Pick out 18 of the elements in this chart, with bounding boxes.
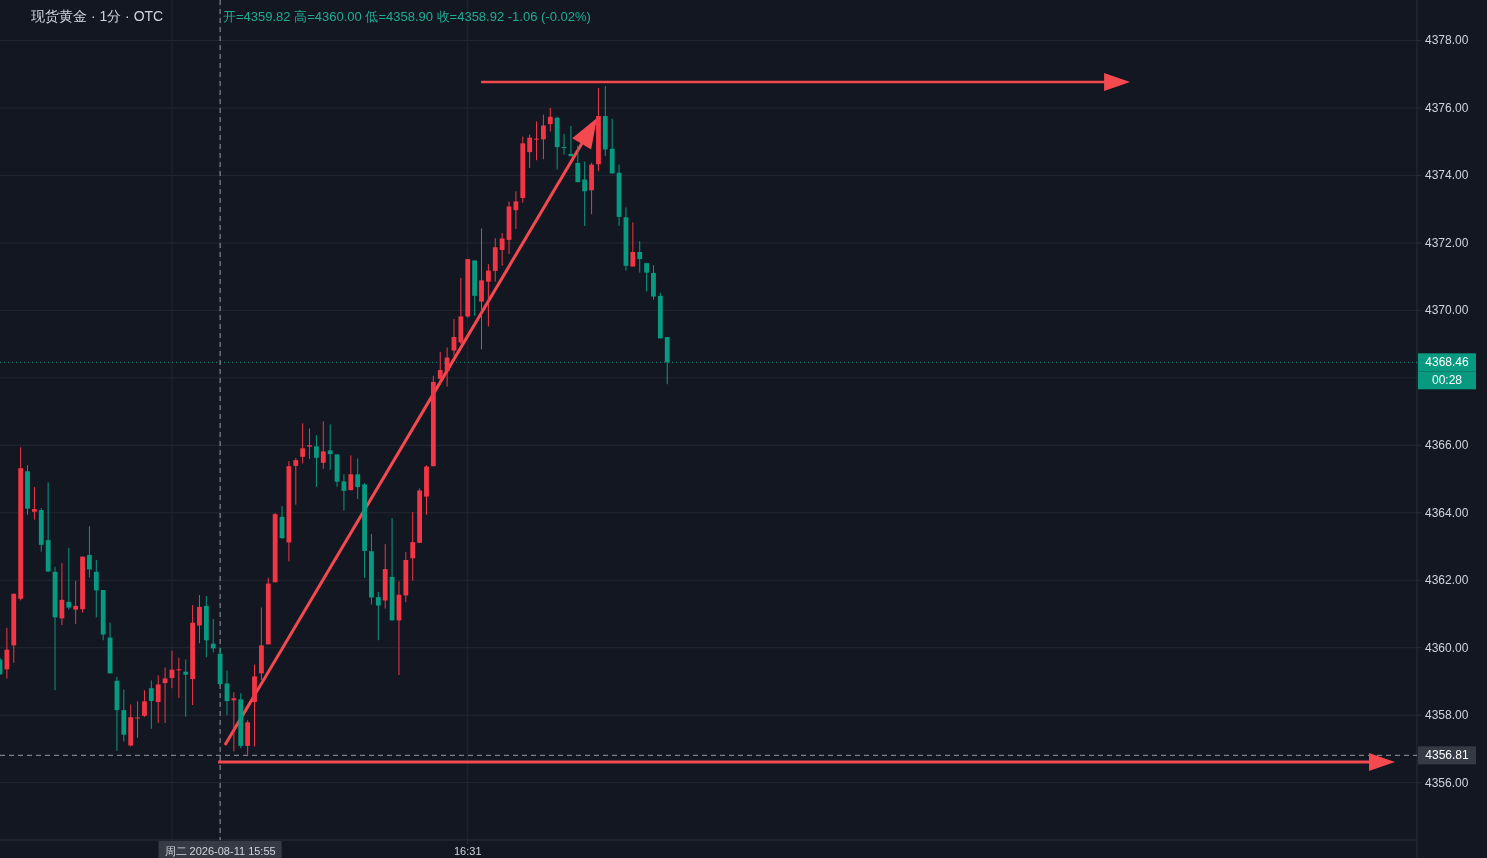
y-tick-label: 4364.00 xyxy=(1425,505,1469,520)
y-tick-label: 4366.00 xyxy=(1425,438,1469,453)
y-tick-label: 4376.00 xyxy=(1425,100,1469,115)
x-tick-label: 16:31 xyxy=(453,845,482,857)
y-tick-label: 4378.00 xyxy=(1425,33,1469,48)
y-tick-label: 4358.00 xyxy=(1425,708,1469,723)
ref-line-label: 4368.46 xyxy=(1425,355,1470,370)
y-tick-label: 4374.00 xyxy=(1425,168,1469,183)
text: 开=4359.82 高=4360.00 低=4358.90 收=4358.92 -1.06 (-0.02%) xyxy=(223,9,591,24)
y-tick-label: 4360.00 xyxy=(1425,640,1469,655)
text: 现货黄金 · 1分 · OTC xyxy=(31,8,164,24)
ref-line-label: 4356.81 xyxy=(1425,748,1470,763)
y-tick-label: 4372.00 xyxy=(1425,235,1469,250)
text: 00:28 xyxy=(1431,373,1463,388)
y-tick-label: 4362.00 xyxy=(1425,573,1469,588)
y-tick-label: 4370.00 xyxy=(1425,303,1469,318)
y-tick-label: 4356.00 xyxy=(1425,775,1469,790)
x-tick-label: 周二 2026-08-11 15:55 xyxy=(164,845,276,857)
